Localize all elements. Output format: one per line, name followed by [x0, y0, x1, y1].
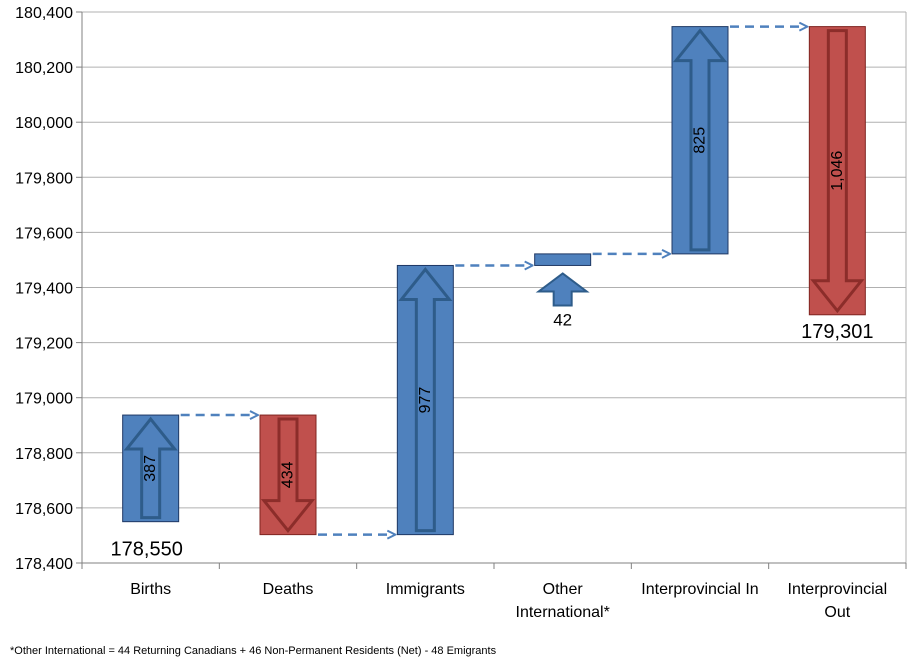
y-tick-label: 179,400 — [15, 281, 73, 298]
step-value-label: 825 — [692, 127, 709, 154]
y-tick-label: 179,800 — [15, 170, 73, 187]
y-tick-label: 178,400 — [15, 556, 73, 573]
up-arrow — [123, 416, 178, 520]
footnote: *Other International = 44 Returning Cana… — [10, 645, 497, 657]
start-value-label: 178,550 — [111, 539, 183, 561]
y-tick-label: 180,200 — [15, 60, 73, 77]
connectors — [180, 27, 807, 535]
y-tick-label: 178,600 — [15, 501, 73, 518]
axes: 178,400 178,600 178,800 179,000 179,200 179,4… — [15, 5, 907, 621]
y-tick-label: 179,600 — [15, 225, 73, 242]
y-tick-label: 180,400 — [15, 5, 73, 22]
category-label: International* — [516, 604, 610, 621]
category-label: Interprovincial — [788, 581, 888, 598]
labels: 387 434 977 42 825 1,046 178,550 179,301 — [111, 127, 874, 561]
category-label: Out — [824, 604, 850, 621]
gridlines — [82, 11, 906, 509]
end-value-label: 179,301 — [801, 321, 873, 343]
step-value-label: 387 — [142, 455, 159, 482]
up-arrow — [672, 28, 728, 252]
y-tick-label: 178,800 — [15, 446, 73, 463]
category-label: Deaths — [263, 581, 314, 598]
y-tick-label: 179,200 — [15, 336, 73, 353]
down-arrow — [810, 29, 865, 314]
bar-other-international — [534, 253, 592, 266]
category-label: Immigrants — [386, 581, 465, 598]
step-value-label: 434 — [280, 461, 297, 488]
step-value-label: 42 — [553, 310, 572, 329]
category-label: Interprovincial In — [641, 581, 758, 598]
up-arrow — [535, 272, 590, 307]
category-label: Other — [543, 581, 584, 598]
step-value-label: 1,046 — [829, 151, 846, 191]
step-value-label: 977 — [417, 387, 434, 414]
up-arrow — [398, 267, 453, 533]
category-label: Births — [130, 581, 171, 598]
y-tick-label: 180,000 — [15, 115, 73, 132]
y-tick-label: 179,000 — [15, 391, 73, 408]
bars — [122, 26, 866, 536]
down-arrow — [260, 417, 316, 534]
